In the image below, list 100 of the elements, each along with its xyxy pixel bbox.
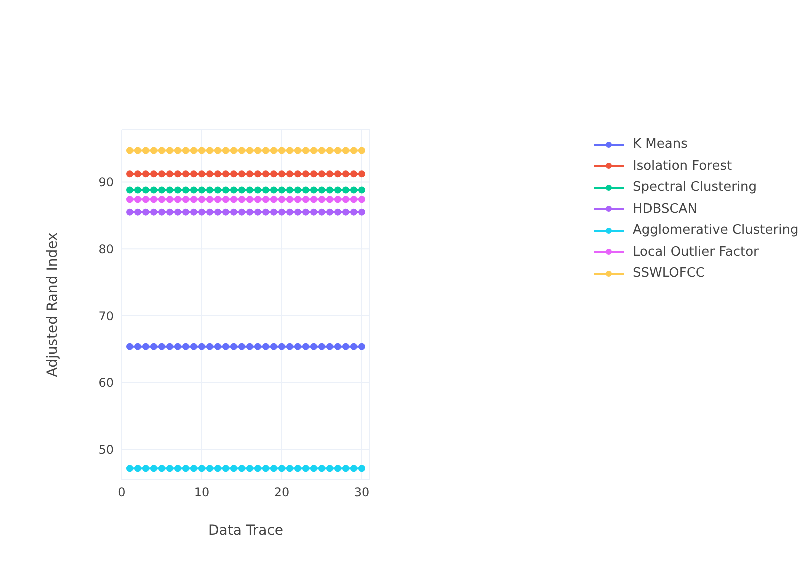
point xyxy=(334,343,342,350)
point xyxy=(350,343,358,350)
point xyxy=(190,147,198,154)
point xyxy=(206,465,214,472)
point xyxy=(206,170,214,178)
point xyxy=(286,465,294,472)
point xyxy=(310,208,318,216)
point xyxy=(206,343,214,350)
point xyxy=(158,465,166,472)
point xyxy=(150,170,158,178)
point xyxy=(134,147,142,154)
point xyxy=(150,343,158,350)
y-tick-label: 50 xyxy=(98,443,114,458)
point xyxy=(318,208,326,216)
point xyxy=(318,196,326,204)
point xyxy=(342,170,350,178)
point xyxy=(318,186,326,194)
point xyxy=(198,465,206,472)
point xyxy=(262,186,270,194)
point xyxy=(158,170,166,178)
point xyxy=(134,465,142,472)
point xyxy=(158,208,166,216)
point xyxy=(302,186,310,194)
point xyxy=(270,343,278,350)
point xyxy=(150,186,158,194)
point xyxy=(270,196,278,204)
point xyxy=(174,343,182,350)
legend-label: Isolation Forest xyxy=(633,158,732,174)
point xyxy=(166,196,174,204)
point xyxy=(134,170,142,178)
point xyxy=(246,465,254,472)
point xyxy=(150,147,158,154)
point xyxy=(174,147,182,154)
point xyxy=(214,196,222,204)
point xyxy=(182,208,190,216)
y-tick-label: 80 xyxy=(98,242,114,256)
point xyxy=(254,170,262,178)
point xyxy=(230,465,238,472)
point xyxy=(302,147,310,154)
point xyxy=(334,147,342,154)
point xyxy=(190,208,198,216)
point xyxy=(246,196,254,204)
point xyxy=(182,147,190,154)
point xyxy=(198,208,206,216)
point xyxy=(222,186,230,194)
point xyxy=(334,465,342,472)
point xyxy=(342,147,350,154)
point xyxy=(230,186,238,194)
point xyxy=(294,170,302,178)
point xyxy=(286,196,294,204)
point xyxy=(350,208,358,216)
point xyxy=(198,147,206,154)
point xyxy=(198,196,206,204)
point xyxy=(358,196,366,204)
point xyxy=(190,186,198,194)
y-tick-label: 90 xyxy=(98,175,114,190)
y-axis-title: Adjusted Rand Index xyxy=(44,232,61,378)
point xyxy=(126,186,134,194)
point xyxy=(214,208,222,216)
point xyxy=(310,196,318,204)
point xyxy=(174,196,182,204)
point xyxy=(222,208,230,216)
point xyxy=(294,186,302,194)
point xyxy=(238,343,246,350)
point xyxy=(270,147,278,154)
point xyxy=(190,196,198,204)
point xyxy=(206,208,214,216)
point xyxy=(126,147,134,154)
point xyxy=(358,170,366,178)
legend-label: Agglomerative Clustering xyxy=(633,223,799,238)
point xyxy=(350,170,358,178)
point xyxy=(214,465,222,472)
point xyxy=(334,170,342,178)
point xyxy=(334,196,342,204)
point xyxy=(278,186,286,194)
x-tick-label: 10 xyxy=(194,486,210,500)
point xyxy=(206,186,214,194)
point xyxy=(262,208,270,216)
point xyxy=(134,186,142,194)
point xyxy=(174,170,182,178)
point xyxy=(262,465,270,472)
legend-label: Spectral Clustering xyxy=(633,180,758,196)
point xyxy=(326,343,334,350)
y-tick-label: 70 xyxy=(98,309,114,324)
point xyxy=(246,208,254,216)
point xyxy=(182,465,190,472)
point xyxy=(190,170,198,178)
point xyxy=(286,208,294,216)
point xyxy=(230,196,238,204)
point xyxy=(350,186,358,194)
point xyxy=(262,343,270,350)
point xyxy=(302,208,310,216)
point xyxy=(342,465,350,472)
point xyxy=(166,147,174,154)
point xyxy=(214,147,222,154)
point xyxy=(158,343,166,350)
y-tick-label: 60 xyxy=(98,376,114,390)
point xyxy=(158,186,166,194)
point xyxy=(278,208,286,216)
point xyxy=(142,465,150,472)
